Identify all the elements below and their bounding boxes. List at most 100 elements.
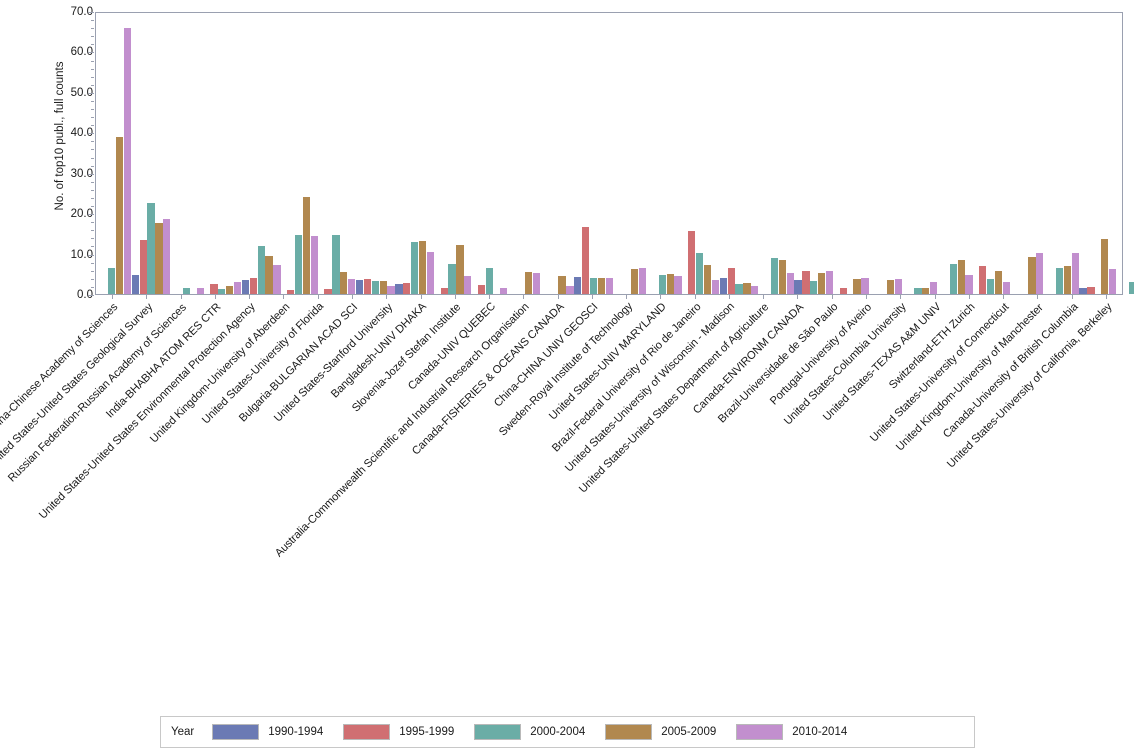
bar: [395, 283, 403, 294]
bar: [770, 258, 779, 294]
y-axis-minor-tick-mark: [91, 270, 94, 272]
x-axis-tick-label: India-BHABHA ATOM RES CTR: [103, 301, 224, 421]
y-axis-minor-tick-mark: [91, 84, 94, 86]
bar: [131, 275, 139, 294]
bar: [696, 252, 704, 294]
y-axis-minor-tick-mark: [91, 189, 94, 191]
bar: [1079, 287, 1087, 294]
bar: [922, 288, 930, 294]
bar: [379, 280, 387, 294]
legend-item[interactable]: 1995-1999: [343, 724, 454, 740]
bar: [108, 267, 116, 294]
bar: [499, 287, 507, 294]
legend-item[interactable]: 1990-1994: [212, 724, 323, 740]
x-axis-tick-mark: [934, 295, 936, 299]
y-axis-minor-tick-mark: [91, 28, 94, 30]
bar-group: [973, 13, 1011, 294]
bar: [456, 245, 464, 294]
bar: [886, 279, 895, 294]
x-axis-tick-mark: [1071, 295, 1073, 299]
bar: [574, 276, 582, 294]
bar: [930, 282, 938, 294]
y-axis-minor-tick-mark: [91, 262, 94, 264]
bar: [273, 264, 281, 294]
x-axis-tick-label: China-Chinese Academy of Sciences: [0, 301, 121, 438]
x-axis-tick-label: Portugal-University of Aveiro: [768, 300, 875, 408]
y-axis-tick-label: 0.0: [77, 289, 93, 301]
bar: [226, 285, 234, 294]
legend-item[interactable]: 2000-2004: [474, 724, 585, 740]
x-axis-tick-mark: [763, 295, 765, 299]
bar: [464, 275, 472, 294]
bar: [818, 273, 826, 294]
legend-item-label: 2010-2014: [792, 726, 848, 738]
x-axis-tick-label: United States-University of Connecticut: [868, 301, 1012, 445]
bar: [1108, 268, 1117, 294]
x-axis-tick-label: United States-Columbia University: [782, 300, 909, 428]
bar: [233, 281, 242, 294]
bar: [839, 287, 847, 294]
x-axis-tick-mark: [283, 295, 285, 299]
bar: [949, 263, 957, 294]
legend-item[interactable]: 2005-2009: [605, 724, 716, 740]
y-axis-minor-tick-mark: [91, 181, 94, 183]
y-axis-minor-tick-mark: [91, 68, 94, 70]
y-axis-minor-tick-mark: [91, 238, 94, 240]
bar: [1071, 253, 1079, 294]
y-axis-minor-tick-mark: [91, 206, 94, 208]
x-axis-tick-mark: [557, 295, 559, 299]
bar: [340, 271, 348, 294]
legend-item[interactable]: 2010-2014: [736, 724, 847, 740]
bar: [631, 269, 639, 294]
bar: [355, 279, 364, 294]
y-axis-minor-tick-mark: [91, 44, 94, 46]
x-axis-tick-label: Canada-FISHERIES & OCEANS CANADA: [409, 300, 567, 458]
bar: [853, 279, 861, 294]
bar: [287, 289, 295, 294]
x-axis-tick-label: United States-United States Environmenta…: [37, 300, 258, 522]
bar-group: [507, 13, 541, 294]
x-axis-tick-label: United States-University of Wisconsin - …: [563, 300, 738, 475]
bar: [566, 285, 574, 294]
y-axis-minor-tick-mark: [91, 230, 94, 232]
bar-group: [395, 13, 435, 294]
x-axis-tick-mark: [694, 295, 696, 299]
y-axis-tick-mark: [88, 214, 94, 216]
bar-group: [318, 13, 356, 294]
y-axis-tick-mark: [88, 254, 94, 256]
y-axis-minor-tick-mark: [91, 76, 94, 78]
x-axis-tick-mark: [797, 295, 799, 299]
x-axis-tick-label: Australia-Commonwealth Scientific and In…: [273, 301, 532, 560]
bar-group: [719, 13, 759, 294]
bar: [719, 277, 727, 294]
bar: [332, 234, 340, 294]
bar: [448, 263, 456, 294]
bar-group: [574, 13, 613, 294]
legend-item-label: 1990-1994: [268, 726, 324, 738]
bar: [123, 28, 132, 294]
y-axis-tick-label: 30.0: [70, 167, 93, 180]
x-axis-tick-mark: [660, 295, 662, 299]
legend: Year 1990-1994 1995-1999 2000-2004 2005-200…: [160, 716, 975, 748]
legend-color-swatch: [605, 724, 653, 740]
x-axis-tick-mark: [591, 295, 593, 299]
x-axis-tick-mark: [728, 295, 730, 299]
bar: [363, 279, 372, 294]
bar: [196, 287, 204, 294]
bar: [1002, 282, 1011, 294]
bar: [241, 279, 250, 294]
bar: [735, 283, 743, 294]
bar-group: [902, 13, 938, 294]
x-axis-tick-label: Canada-University of British Columbia: [940, 300, 1081, 441]
bar: [249, 277, 257, 294]
bar: [210, 283, 218, 294]
bar-group: [938, 13, 973, 294]
bar-group: [131, 13, 171, 294]
y-axis-minor-tick-mark: [91, 286, 94, 288]
y-axis-tick-mark: [88, 133, 94, 135]
bar: [597, 277, 606, 294]
bar-group: [281, 13, 318, 294]
bar-group: [472, 13, 507, 294]
bar: [139, 240, 147, 294]
